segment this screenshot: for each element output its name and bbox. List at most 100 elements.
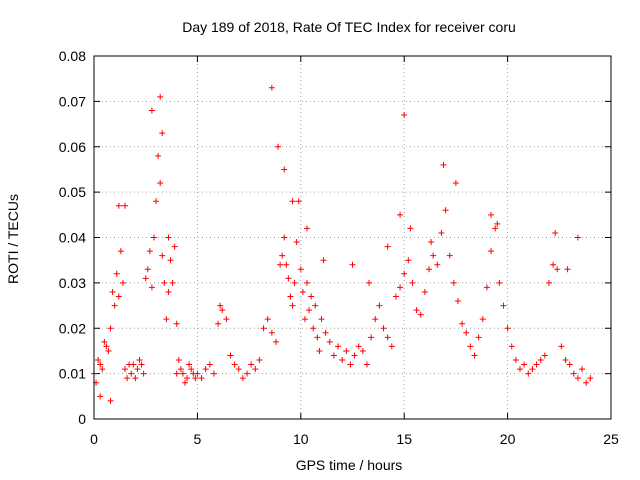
data-point [483, 284, 490, 291]
data-point [113, 270, 120, 277]
data-point [368, 334, 375, 341]
chart-title: Day 189 of 2018, Rate Of TEC Index for r… [182, 19, 516, 35]
data-point [574, 375, 581, 382]
data-point [454, 298, 461, 305]
y-tick-label: 0.07 [59, 93, 86, 109]
data-point [504, 325, 511, 332]
data-point [111, 302, 118, 309]
data-point [363, 361, 370, 368]
x-tick-label: 15 [396, 431, 412, 447]
data-point [142, 275, 149, 282]
data-point [529, 366, 536, 373]
data-point [450, 279, 457, 286]
y-tick-label: 0.01 [59, 366, 86, 382]
data-point [167, 257, 174, 264]
data-point [157, 180, 164, 187]
data-point [459, 320, 466, 327]
data-point [512, 357, 519, 364]
data-point [179, 370, 186, 377]
data-point [314, 334, 321, 341]
data-point [268, 329, 275, 336]
data-point [171, 243, 178, 250]
data-point [496, 279, 503, 286]
data-point [173, 320, 180, 327]
data-point [554, 266, 561, 273]
data-point [475, 334, 482, 341]
x-tick-label: 0 [90, 431, 98, 447]
data-point [157, 93, 164, 100]
y-axis-label: ROTI / TECUs [5, 194, 21, 284]
y-tick-label: 0.06 [59, 139, 86, 155]
data-point [281, 234, 288, 241]
data-point [148, 284, 155, 291]
y-tick-label: 0.03 [59, 275, 86, 291]
data-point [99, 366, 106, 373]
data-point [330, 352, 337, 359]
data-point [479, 316, 486, 323]
data-point [471, 352, 478, 359]
data-point [272, 338, 279, 345]
data-point [184, 375, 191, 382]
data-point [409, 279, 416, 286]
data-point [175, 357, 182, 364]
y-tick-label: 0.08 [59, 48, 86, 64]
data-point [407, 225, 414, 232]
data-point [376, 302, 383, 309]
data-point [291, 279, 298, 286]
data-point [517, 366, 524, 373]
data-point [579, 366, 586, 373]
data-point [347, 361, 354, 368]
data-point [574, 234, 581, 241]
data-point [206, 361, 213, 368]
data-point [260, 325, 267, 332]
data-point [101, 338, 108, 345]
data-point [355, 343, 362, 350]
data-point [134, 366, 141, 373]
data-point [215, 320, 222, 327]
data-point [186, 361, 193, 368]
data-point [279, 252, 286, 259]
data-point [494, 220, 501, 227]
x-axis-label: GPS time / hours [296, 457, 403, 473]
data-point [372, 316, 379, 323]
data-point [467, 343, 474, 350]
data-point [283, 261, 290, 268]
data-point [508, 343, 515, 350]
data-point [264, 316, 271, 323]
data-point [252, 366, 259, 373]
data-point [107, 325, 114, 332]
data-point [144, 266, 151, 273]
data-point [452, 180, 459, 187]
data-point [566, 361, 573, 368]
data-point [405, 257, 412, 264]
data-point [136, 357, 143, 364]
data-point [109, 288, 116, 295]
data-point [312, 302, 319, 309]
data-point [351, 352, 358, 359]
data-point [289, 198, 296, 205]
data-point [430, 252, 437, 259]
data-point [148, 107, 155, 114]
data-point [570, 370, 577, 377]
data-point [335, 343, 342, 350]
data-point [159, 130, 166, 137]
data-point [550, 261, 557, 268]
data-point [194, 370, 201, 377]
data-point [107, 397, 114, 404]
data-point [97, 393, 104, 400]
data-point [428, 239, 435, 246]
data-point [359, 347, 366, 354]
data-point [231, 361, 238, 368]
data-point [316, 347, 323, 354]
data-point [297, 266, 304, 273]
data-point [421, 288, 428, 295]
data-point [103, 343, 110, 350]
data-point [244, 370, 251, 377]
data-point [320, 257, 327, 264]
data-point [380, 325, 387, 332]
data-point [192, 375, 199, 382]
data-point [173, 370, 180, 377]
data-point [293, 239, 300, 246]
data-point [275, 143, 282, 150]
